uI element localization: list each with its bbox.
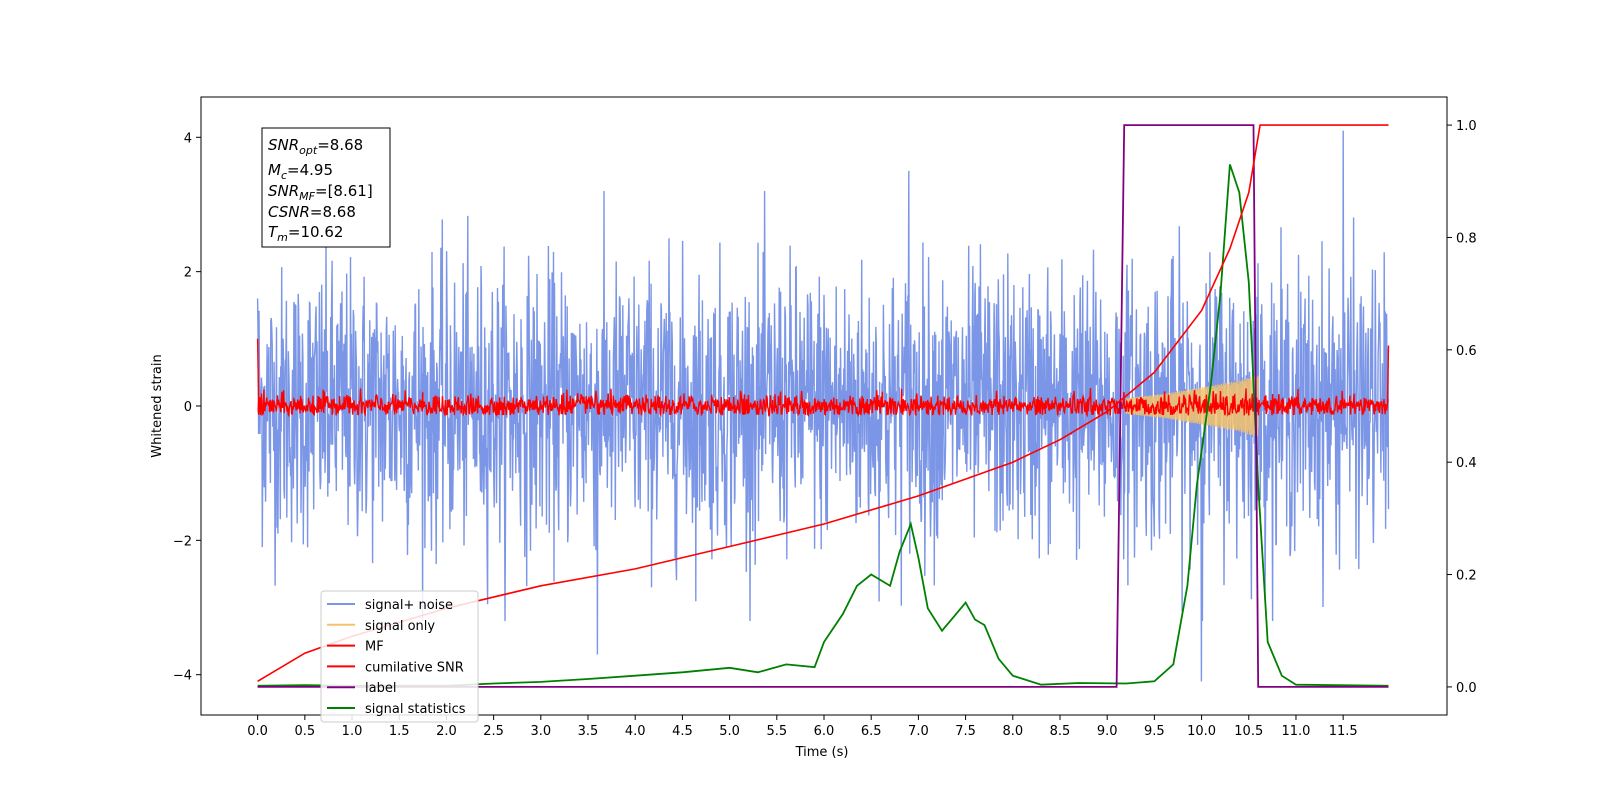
- annotation-snr-mf: SNRMF=[8.61]: [268, 182, 373, 203]
- y-tick-label-left: 4: [184, 131, 192, 146]
- y-ticks-left: 4 2 0 −2 −4: [173, 131, 201, 684]
- y-axis-label-left: Whitened strain: [150, 354, 165, 457]
- x-tick-label: 4.0: [625, 724, 646, 739]
- annotation-csnr: CSNR=8.68: [268, 203, 356, 221]
- annotation-mc: Mc=4.95: [268, 161, 333, 182]
- x-tick-label: 9.5: [1144, 724, 1165, 739]
- x-tick-label: 10.0: [1187, 724, 1216, 739]
- x-tick-label: 5.0: [719, 724, 740, 739]
- x-tick-label: 9.0: [1097, 724, 1118, 739]
- x-axis-label: Time (s): [795, 745, 849, 760]
- legend-label: signal+ noise: [365, 598, 453, 613]
- legend-frame: [320, 590, 479, 723]
- legend: signal+ noise signal only MF cumilative SNR…: [320, 590, 479, 723]
- annotation-snr-opt: SNRopt=8.68: [268, 136, 363, 157]
- y-tick-label-right: 0.0: [1456, 681, 1477, 696]
- x-ticks: 0.0 0.5 1.0 1.5 2.0 2.5 3.0 3.5 4.0 4.5 5.0 5.5 6.0 6…: [247, 715, 1358, 739]
- x-tick-label: 0.5: [294, 724, 315, 739]
- legend-label: cumilative SNR: [365, 660, 464, 675]
- legend-label: signal only: [365, 619, 435, 634]
- x-tick-label: 5.5: [766, 724, 787, 739]
- legend-label: label: [365, 681, 396, 696]
- y-ticks-right: 1.0 0.8 0.6 0.4 0.2 0.0: [1447, 119, 1477, 696]
- x-tick-label: 0.0: [247, 724, 268, 739]
- y-tick-label-right: 1.0: [1456, 119, 1477, 134]
- annotation-tm: Tm=10.62: [268, 223, 343, 244]
- x-tick-label: 1.0: [342, 724, 363, 739]
- y-tick-label-left: 2: [184, 266, 192, 281]
- x-tick-label: 10.5: [1234, 724, 1263, 739]
- x-tick-label: 2.5: [483, 724, 504, 739]
- x-tick-label: 3.0: [530, 724, 551, 739]
- y-tick-label-left: −2: [173, 534, 192, 549]
- y-tick-label-right: 0.4: [1456, 456, 1477, 471]
- x-tick-label: 3.5: [578, 724, 599, 739]
- x-tick-label: 8.0: [1002, 724, 1023, 739]
- x-tick-label: 11.5: [1329, 724, 1358, 739]
- y-tick-label-left: 0: [184, 400, 192, 415]
- y-tick-label-right: 0.6: [1456, 344, 1477, 359]
- series-label: [257, 124, 1389, 688]
- x-tick-label: 8.5: [1050, 724, 1071, 739]
- legend-label: signal statistics: [365, 702, 466, 717]
- legend-label: MF: [365, 640, 384, 655]
- stats-annotation-box: SNRopt=8.68 Mc=4.95 SNRMF=[8.61] CSNR=8.…: [261, 127, 391, 248]
- series-layer: [256, 124, 1390, 688]
- x-tick-label: 2.0: [436, 724, 457, 739]
- x-tick-label: 11.0: [1281, 724, 1310, 739]
- x-tick-label: 6.5: [861, 724, 882, 739]
- y-tick-label-right: 0.8: [1456, 231, 1477, 246]
- x-tick-label: 7.0: [908, 724, 929, 739]
- x-tick-label: 7.5: [955, 724, 976, 739]
- series-signal-statistics: [257, 164, 1389, 687]
- y-tick-label-right: 0.2: [1456, 569, 1477, 584]
- x-tick-label: 6.0: [814, 724, 835, 739]
- y-tick-label-left: −4: [173, 669, 192, 684]
- x-tick-label: 4.5: [672, 724, 693, 739]
- annotation-frame: [261, 127, 391, 248]
- x-tick-label: 1.5: [389, 724, 410, 739]
- series-mf: [256, 338, 1390, 418]
